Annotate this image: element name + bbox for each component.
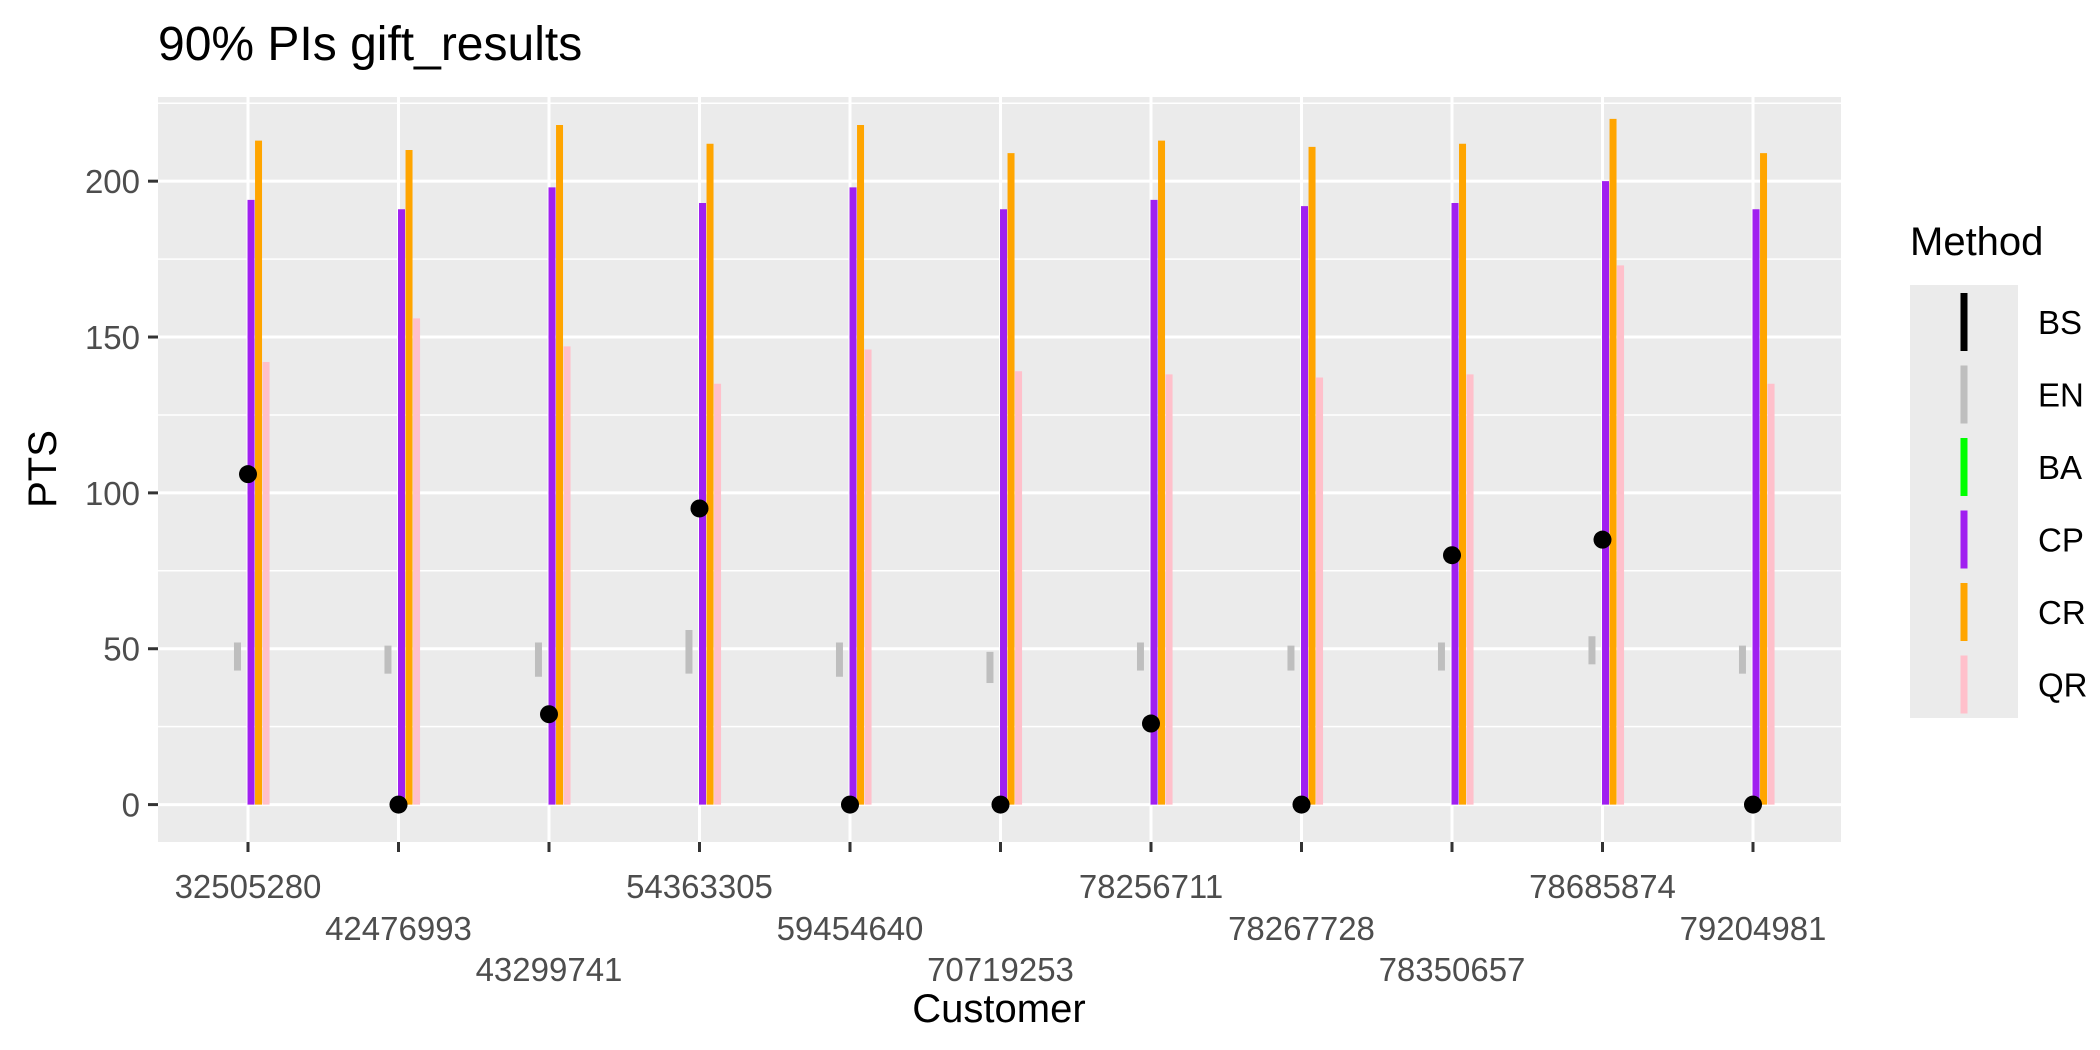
observed-point [1744, 795, 1762, 814]
chart-title: 90% PIs gift_results [158, 18, 582, 71]
x-tick-label: 54363305 [626, 868, 773, 905]
observed-point [1593, 530, 1612, 549]
x-tick-label: 78256711 [1079, 868, 1223, 905]
legend-title: Method [1910, 220, 2043, 264]
x-tick-label: 59454640 [777, 910, 924, 947]
legend-label-ba: BA [2038, 449, 2082, 486]
legend-label-cr: CR [2038, 594, 2086, 631]
observed-point [540, 705, 558, 724]
y-tick-label: 0 [122, 787, 140, 824]
x-tick-label: 42476993 [325, 910, 472, 947]
observed-point [690, 499, 709, 518]
observed-point [991, 795, 1010, 814]
x-tick-label: 70719253 [927, 951, 1074, 988]
x-tick-label: 79204981 [1680, 910, 1827, 947]
x-tick-label: 78350657 [1379, 951, 1526, 988]
y-tick-label: 50 [103, 631, 140, 668]
legend: Method BS EN BA CP CR QR [1910, 220, 2088, 718]
observed-point [841, 795, 859, 814]
x-tick-label: 78267728 [1228, 910, 1375, 947]
x-tick-label: 78685874 [1529, 868, 1676, 905]
y-axis: 0 50 100 150 200 [85, 163, 158, 824]
x-tick-label: 43299741 [476, 951, 623, 988]
legend-label-en: EN [2038, 377, 2084, 414]
observed-point [1142, 714, 1160, 733]
observed-point [389, 795, 408, 814]
y-tick-label: 200 [85, 163, 140, 200]
legend-key-background [1910, 285, 2018, 718]
legend-label-bs: BS [2038, 304, 2082, 341]
y-axis-title: PTS [21, 430, 65, 508]
observed-point [1443, 546, 1461, 565]
legend-label-cp: CP [2038, 522, 2084, 559]
observed-point [1292, 795, 1311, 814]
observed-point [239, 465, 257, 484]
y-tick-label: 100 [85, 475, 140, 512]
x-axis-title: Customer [912, 987, 1085, 1031]
y-tick-label: 150 [85, 319, 140, 356]
chart-marks [233, 118, 1775, 814]
x-tick-label: 32505280 [175, 868, 322, 905]
legend-label-qr: QR [2038, 667, 2088, 704]
